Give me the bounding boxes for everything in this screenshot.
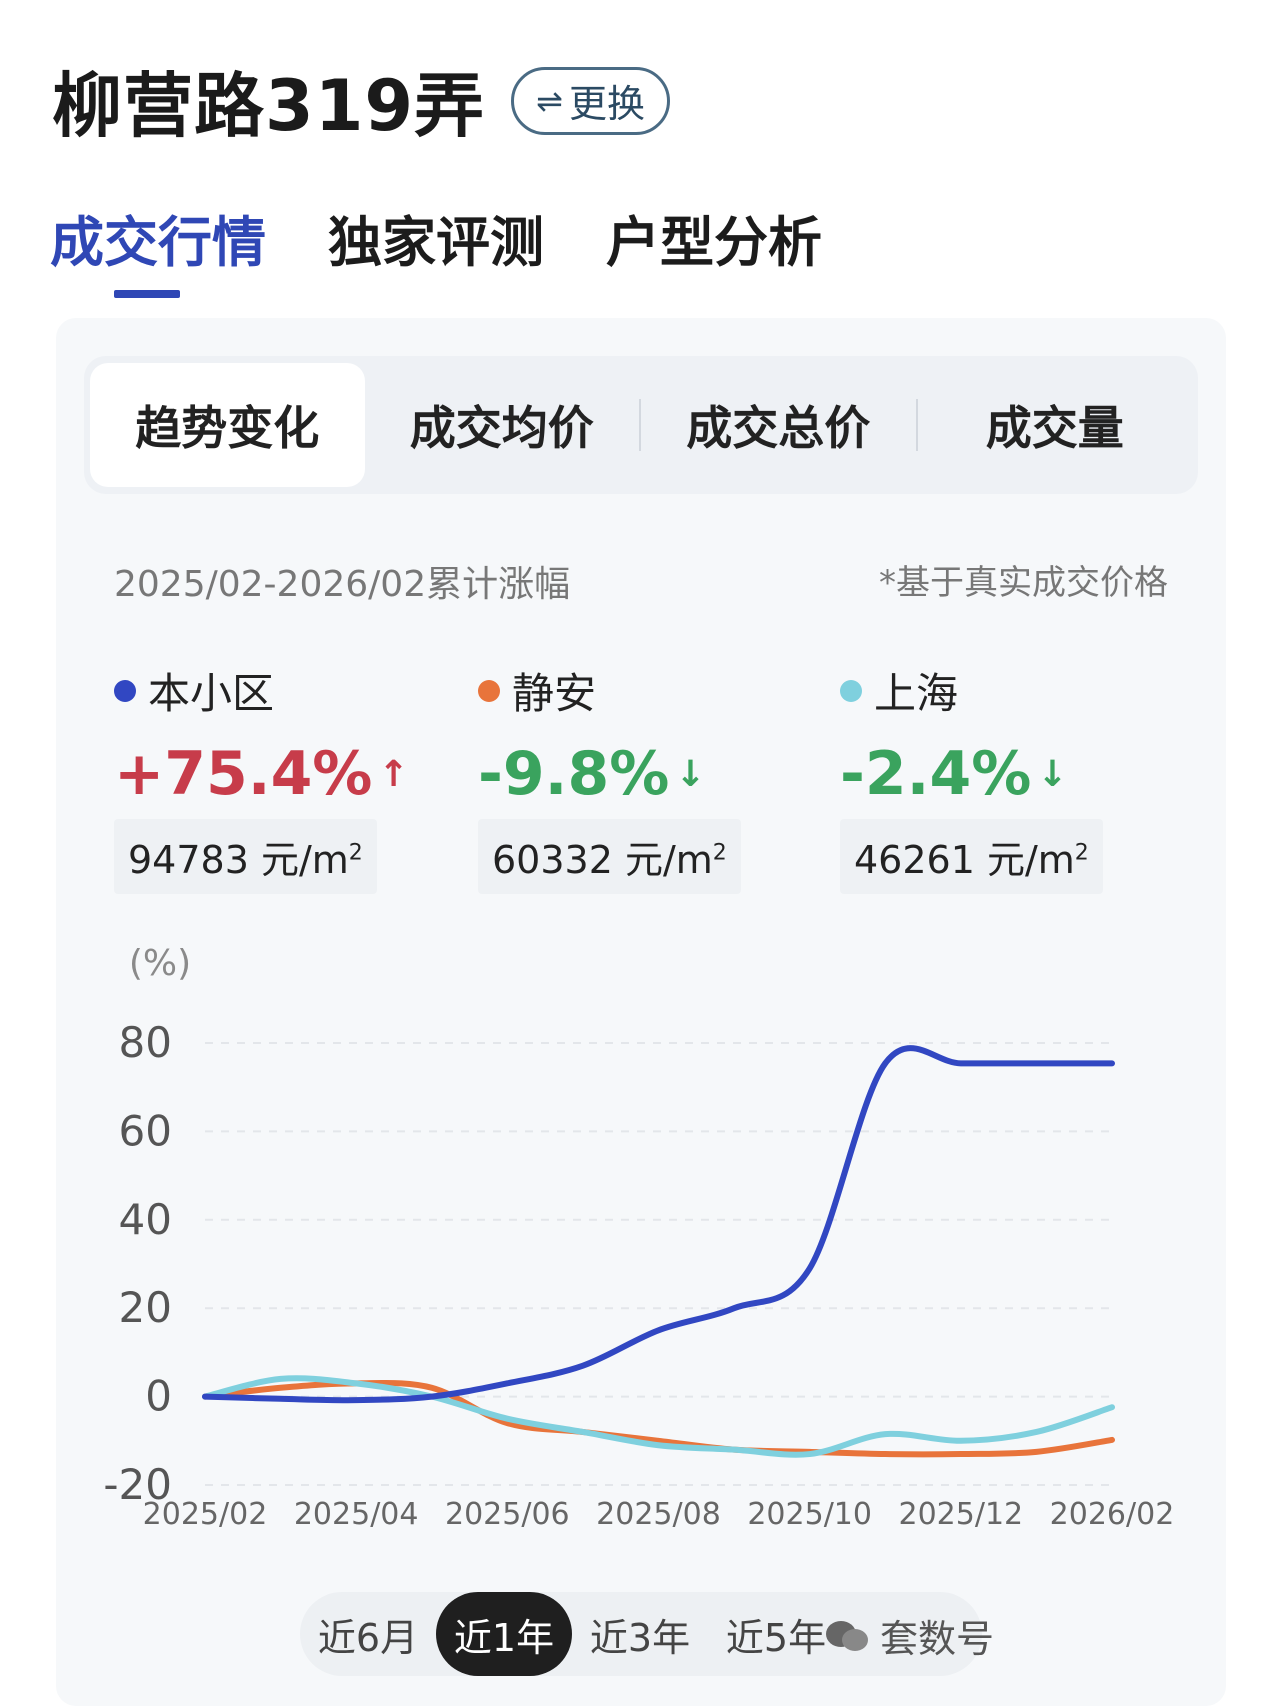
y-tick-label: 20 xyxy=(119,1283,172,1332)
market-card xyxy=(56,318,1226,1706)
community-label: 本小区 xyxy=(148,669,275,718)
arrow-down-icon: ↓ xyxy=(1037,753,1068,795)
summary-shanghai: 上海 -2.4% ↓ 46261 元/m2 xyxy=(840,660,1103,894)
tab-exclusive-review[interactable]: 独家评测 xyxy=(328,211,544,274)
shanghai-price: 46261 元/m2 xyxy=(840,819,1103,894)
x-tick-label: 2025/02 xyxy=(143,1497,268,1532)
price-note: *基于真实成交价格 xyxy=(879,563,1168,603)
jingan-change-value: -9.8% xyxy=(478,739,670,809)
shanghai-price-value: 46261 元/m xyxy=(854,838,1075,882)
period-1y[interactable]: 近1年 xyxy=(436,1592,572,1676)
x-tick-label: 2025/04 xyxy=(294,1497,419,1532)
x-tick-label: 2025/12 xyxy=(899,1497,1024,1532)
range-label: 2025/02-2026/02累计涨幅 xyxy=(114,564,571,605)
arrow-up-icon: ↑ xyxy=(378,753,409,795)
period-5y[interactable]: 近5年 xyxy=(725,1615,827,1660)
jingan-price: 60332 元/m2 xyxy=(478,819,741,894)
community-price-value: 94783 元/m xyxy=(128,838,349,882)
jingan-price-sup: 2 xyxy=(712,840,727,866)
series-line-0 xyxy=(202,1045,1115,1404)
community-price: 94783 元/m2 xyxy=(114,819,377,894)
page-title: 柳营路319弄 xyxy=(52,65,486,147)
segment-trend[interactable]: 趋势变化 xyxy=(90,363,365,487)
tab-layout-analysis[interactable]: 户型分析 xyxy=(606,211,822,274)
shanghai-price-sup: 2 xyxy=(1074,840,1089,866)
y-axis-label: (%) xyxy=(129,943,191,984)
summary-jingan: 静安 -9.8% ↓ 60332 元/m2 xyxy=(478,660,741,894)
active-tab-indicator xyxy=(114,290,180,298)
y-tick-label: 40 xyxy=(119,1195,172,1244)
header: 柳营路319弄 ⇌ 更换 xyxy=(52,50,670,151)
summary-community: 本小区 +75.4% ↑ 94783 元/m2 xyxy=(114,660,409,894)
segment-divider xyxy=(639,399,641,451)
segment-volume[interactable]: 成交量 xyxy=(985,401,1124,455)
community-price-sup: 2 xyxy=(348,840,363,866)
jingan-change: -9.8% ↓ xyxy=(478,739,741,809)
y-tick-label: 0 xyxy=(145,1372,172,1421)
shanghai-label: 上海 xyxy=(874,669,959,718)
shanghai-dot-icon xyxy=(840,679,862,702)
y-tick-label: -20 xyxy=(103,1460,172,1509)
x-tick-label: 2026/02 xyxy=(1050,1497,1175,1532)
switch-label: 更换 xyxy=(568,82,645,126)
arrow-down-icon: ↓ xyxy=(675,753,706,795)
jingan-dot-icon xyxy=(478,679,500,702)
community-change-value: +75.4% xyxy=(114,739,373,809)
segment-total-price[interactable]: 成交总价 xyxy=(686,401,871,455)
tab-transaction-market[interactable]: 成交行情 xyxy=(50,211,266,274)
watermark-text: 套数号 xyxy=(880,1617,995,1661)
x-tick-label: 2025/06 xyxy=(445,1497,570,1532)
watermark: 套数号 xyxy=(826,1608,994,1663)
switch-icon: ⇌ xyxy=(536,81,563,120)
y-tick-label: 80 xyxy=(119,1018,172,1067)
community-dot-icon xyxy=(114,679,136,702)
period-3y[interactable]: 近3年 xyxy=(589,1615,691,1660)
shanghai-change-value: -2.4% xyxy=(840,739,1032,809)
x-tick-label: 2025/08 xyxy=(596,1497,721,1532)
main-tabs: 成交行情 独家评测 户型分析 xyxy=(50,198,822,277)
segment-divider xyxy=(915,399,918,451)
switch-button[interactable]: ⇌ 更换 xyxy=(511,66,670,135)
segment-avg-price[interactable]: 成交均价 xyxy=(409,401,594,455)
period-6m[interactable]: 近6月 xyxy=(317,1615,419,1660)
wechat-icon xyxy=(826,1617,870,1655)
y-tick-label: 60 xyxy=(119,1106,172,1155)
x-tick-label: 2025/10 xyxy=(747,1497,872,1532)
jingan-price-value: 60332 元/m xyxy=(492,838,713,882)
shanghai-change: -2.4% ↓ xyxy=(840,739,1103,809)
community-change: +75.4% ↑ xyxy=(114,739,409,809)
period-selector: 近6月 近1年 近3年 近5年 xyxy=(300,1592,982,1676)
segment-control: 趋势变化 成交均价 成交总价 成交量 xyxy=(84,356,1198,494)
jingan-label: 静安 xyxy=(512,669,597,718)
series-line-2 xyxy=(202,1375,1115,1458)
